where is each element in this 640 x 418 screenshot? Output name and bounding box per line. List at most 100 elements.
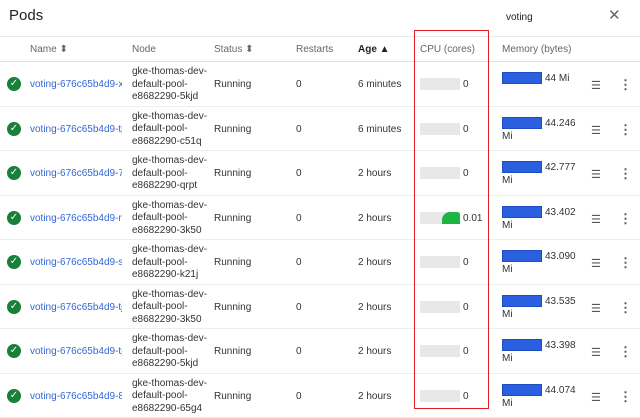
cpu-value: 0 [463,346,469,357]
more-vert-icon[interactable]: ⋮ [619,344,632,360]
memory-unit: Mi [502,353,513,364]
restarts: 0 [296,302,302,313]
table-row: ✓ voting-676c65b4d9-tj6 gke-thomas-dev-d… [0,285,640,330]
status: Running [214,124,251,135]
more-vert-icon[interactable]: ⋮ [619,122,632,138]
pod-name-link[interactable]: voting-676c65b4d9-tpj [30,346,122,357]
cpu-value: 0 [463,124,469,135]
memory-bar [502,384,542,396]
table-row: ✓ voting-676c65b4d9-xs- gke-thomas-dev-d… [0,62,640,107]
cpu-value: 0 [463,391,469,402]
pod-name-link[interactable]: voting-676c65b4d9-tpr [30,124,122,135]
more-vert-icon[interactable]: ⋮ [619,166,632,182]
memory-bar [502,161,542,173]
more-vert-icon[interactable]: ⋮ [619,255,632,271]
memory-bar [502,295,542,307]
status: Running [214,346,251,357]
cpu-bar [420,78,460,90]
status: Running [214,168,251,179]
column-status[interactable]: Status ⬍ [214,44,254,55]
restarts: 0 [296,79,302,90]
cpu-value: 0 [463,168,469,179]
column-name[interactable]: Name ⬍ [30,44,68,55]
logs-icon[interactable]: ☰ [591,213,601,226]
pod-name-link[interactable]: voting-676c65b4d9-srl [30,257,122,268]
node-name: gke-thomas-dev-default-pool-e8682290-qrp… [132,155,212,193]
column-restarts: Restarts [296,44,333,55]
check-circle-icon: ✓ [7,300,21,314]
cpu-bar [420,256,460,268]
logs-icon[interactable]: ☰ [591,302,601,315]
pod-name-link[interactable]: voting-676c65b4d9-xs- [30,79,122,90]
more-vert-icon[interactable]: ⋮ [619,300,632,316]
check-circle-icon: ✓ [7,344,21,358]
memory-value: 44.074 [545,384,595,397]
close-icon[interactable]: ✕ [608,6,621,24]
column-node: Node [132,44,156,55]
pod-name-link[interactable]: voting-676c65b4d9-8fl [30,391,122,402]
restarts: 0 [296,257,302,268]
memory-bar [502,206,542,218]
memory-value: 43.402 [545,206,595,219]
age: 2 hours [358,168,391,179]
memory-bar [502,117,542,129]
more-vert-icon[interactable]: ⋮ [619,211,632,227]
logs-icon[interactable]: ☰ [591,79,601,92]
cpu-value: 0 [463,302,469,313]
memory-value: 44 Mi [545,72,595,85]
table-row: ✓ voting-676c65b4d9-72 gke-thomas-dev-de… [0,151,640,196]
check-circle-icon: ✓ [7,211,21,225]
pod-name-link[interactable]: voting-676c65b4d9-72 [30,168,122,179]
table-header: Name ⬍ Node Status ⬍ Restarts Age ▲ CPU … [0,36,640,62]
memory-value: 44.246 [545,117,595,130]
more-vert-icon[interactable]: ⋮ [619,389,632,405]
cpu-bar [420,123,460,135]
cpu-value: 0 [463,79,469,90]
restarts: 0 [296,213,302,224]
cpu-value: 0 [463,257,469,268]
node-name: gke-thomas-dev-default-pool-e8682290-c51… [132,111,212,149]
cpu-value: 0.01 [463,213,482,224]
logs-icon[interactable]: ☰ [591,346,601,359]
age: 2 hours [358,213,391,224]
pod-name-link[interactable]: voting-676c65b4d9-tj6 [30,302,122,313]
search-input[interactable] [506,8,601,26]
check-circle-icon: ✓ [7,77,21,91]
node-name: gke-thomas-dev-default-pool-e8682290-3k5… [132,200,212,238]
logs-icon[interactable]: ☰ [591,391,601,404]
logs-icon[interactable]: ☰ [591,124,601,137]
restarts: 0 [296,391,302,402]
column-cpu: CPU (cores) [420,44,475,55]
restarts: 0 [296,168,302,179]
check-circle-icon: ✓ [7,389,21,403]
memory-unit: Mi [502,131,513,142]
cpu-bar [420,345,460,357]
restarts: 0 [296,124,302,135]
memory-unit: Mi [502,309,513,320]
column-age[interactable]: Age ▲ [358,44,390,55]
table-row: ✓ voting-676c65b4d9-8fl gke-thomas-dev-d… [0,374,640,418]
logs-icon[interactable]: ☰ [591,168,601,181]
check-circle-icon: ✓ [7,122,21,136]
cpu-bar [420,301,460,313]
memory-value: 42.777 [545,161,595,174]
more-vert-icon[interactable]: ⋮ [619,77,632,93]
status: Running [214,79,251,90]
table-row: ✓ voting-676c65b4d9-tpr gke-thomas-dev-d… [0,107,640,152]
cpu-bar [420,212,460,224]
logs-icon[interactable]: ☰ [591,257,601,270]
node-name: gke-thomas-dev-default-pool-e8682290-k21… [132,244,212,282]
cpu-bar [420,390,460,402]
node-name: gke-thomas-dev-default-pool-e8682290-65g… [132,378,212,416]
age: 2 hours [358,391,391,402]
table-row: ✓ voting-676c65b4d9-srl gke-thomas-dev-d… [0,240,640,285]
memory-unit: Mi [502,220,513,231]
memory-value: 43.535 [545,295,595,308]
column-memory: Memory (bytes) [502,44,571,55]
pod-name-link[interactable]: voting-676c65b4d9-nv! [30,213,122,224]
memory-bar [502,72,542,84]
age: 6 minutes [358,79,401,90]
status: Running [214,391,251,402]
node-name: gke-thomas-dev-default-pool-e8682290-5kj… [132,333,212,371]
memory-value: 43.090 [545,250,595,263]
